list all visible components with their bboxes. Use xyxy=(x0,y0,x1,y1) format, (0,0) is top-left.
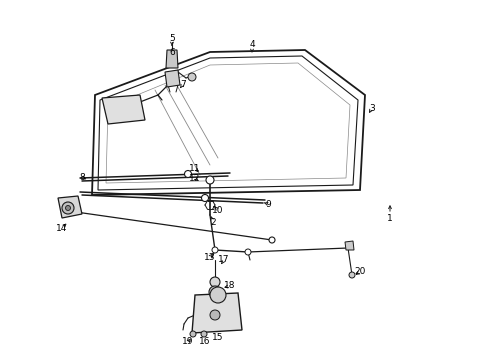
Circle shape xyxy=(210,310,220,320)
Text: 13: 13 xyxy=(204,252,216,261)
Text: 14: 14 xyxy=(56,224,68,233)
Circle shape xyxy=(201,331,207,337)
Text: 12: 12 xyxy=(189,174,201,183)
Polygon shape xyxy=(192,293,242,333)
Text: 19: 19 xyxy=(182,338,194,346)
Text: 3: 3 xyxy=(369,104,375,113)
Polygon shape xyxy=(102,95,145,124)
Text: 18: 18 xyxy=(224,282,236,291)
Text: 5: 5 xyxy=(169,33,175,42)
Polygon shape xyxy=(345,241,354,250)
Circle shape xyxy=(66,206,71,211)
Circle shape xyxy=(206,176,214,184)
Circle shape xyxy=(212,247,218,253)
Polygon shape xyxy=(166,50,178,68)
Text: 7: 7 xyxy=(180,80,186,89)
Circle shape xyxy=(201,194,209,202)
Text: 20: 20 xyxy=(354,267,366,276)
Circle shape xyxy=(188,73,196,81)
Circle shape xyxy=(62,202,74,214)
Text: 10: 10 xyxy=(212,206,224,215)
Text: 15: 15 xyxy=(212,333,224,342)
Text: 1: 1 xyxy=(387,213,393,222)
Circle shape xyxy=(245,249,251,255)
Text: 4: 4 xyxy=(249,40,255,49)
Text: 11: 11 xyxy=(189,163,201,172)
Polygon shape xyxy=(165,70,180,87)
Circle shape xyxy=(269,237,275,243)
Circle shape xyxy=(190,331,196,337)
Text: 16: 16 xyxy=(199,338,211,346)
Circle shape xyxy=(209,286,221,298)
Circle shape xyxy=(210,277,220,287)
Text: 9: 9 xyxy=(265,199,271,208)
Circle shape xyxy=(349,272,355,278)
Text: 6: 6 xyxy=(169,48,175,57)
Text: 8: 8 xyxy=(79,172,85,181)
Text: 17: 17 xyxy=(218,256,230,265)
Polygon shape xyxy=(58,196,82,218)
Circle shape xyxy=(210,287,226,303)
Circle shape xyxy=(185,171,192,177)
Text: 2: 2 xyxy=(210,217,216,226)
